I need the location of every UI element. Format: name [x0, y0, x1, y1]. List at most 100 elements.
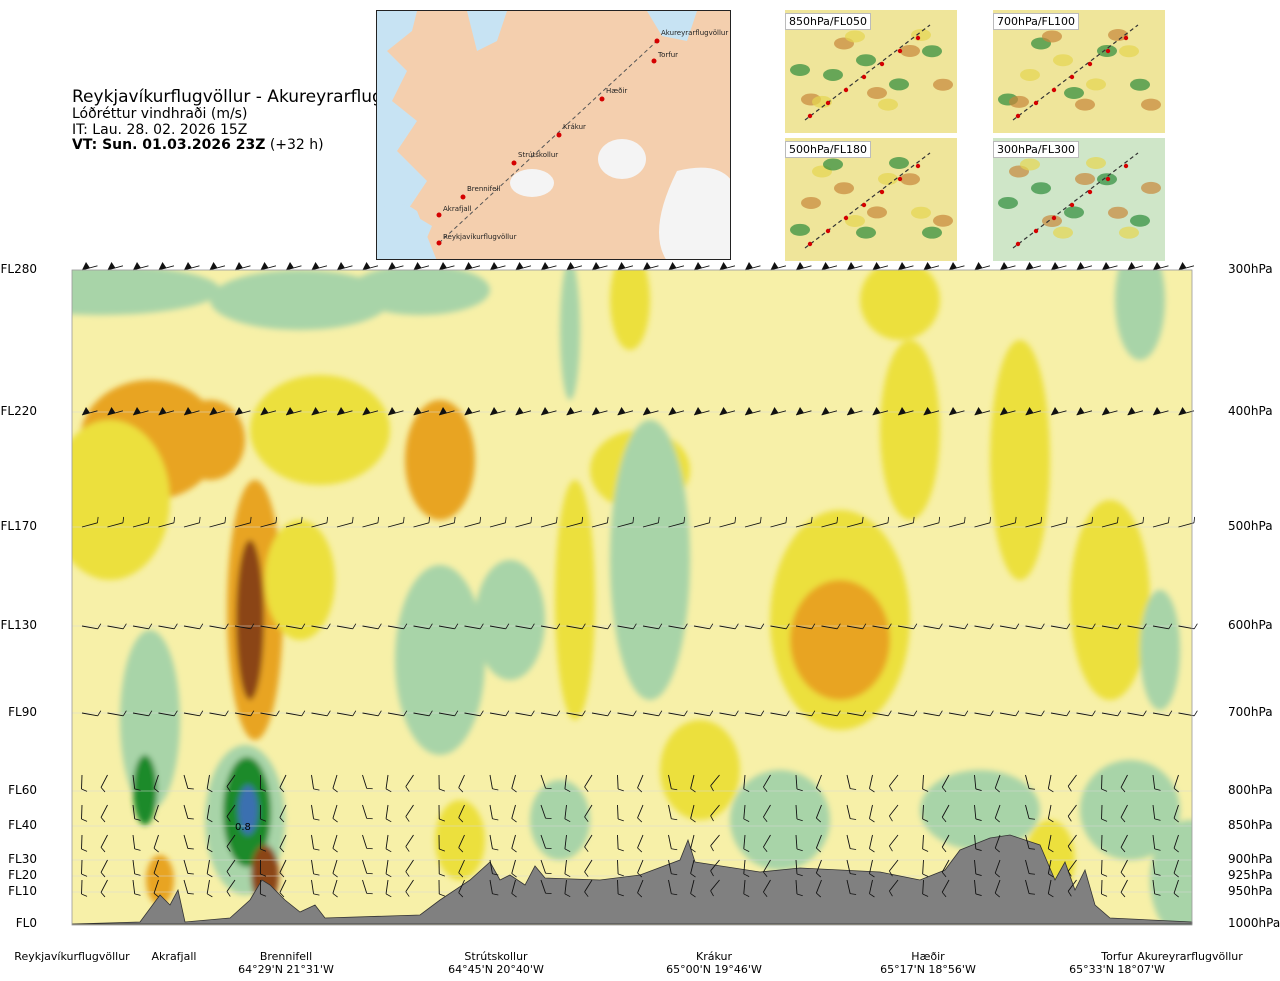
wind-barb — [693, 407, 710, 416]
wind-barb — [362, 623, 382, 630]
wind-barb — [642, 262, 659, 271]
wind-barb — [974, 407, 991, 416]
wind-barb — [637, 879, 644, 898]
wind-barb — [405, 879, 414, 897]
wind-barb — [815, 834, 822, 853]
wind-barb — [206, 859, 213, 878]
pressure-level-label: 850hPa — [1228, 818, 1273, 832]
wind-barb — [206, 804, 213, 823]
wind-barb — [617, 859, 624, 877]
wind-barb — [846, 774, 857, 790]
wind-barb — [336, 407, 353, 416]
location-coord: 65°33'N 18°07'W — [1069, 963, 1165, 977]
wind-barb — [948, 516, 966, 528]
wind-barb — [1025, 834, 1036, 850]
wind-barb — [763, 859, 771, 878]
wind-barb — [591, 516, 609, 528]
wind-barb — [821, 623, 841, 630]
wind-barb — [489, 804, 499, 821]
wind-barb — [183, 804, 194, 820]
thumbnail-850hpa[interactable]: 850hPa/FL050 — [785, 10, 957, 133]
wind-barb — [1025, 262, 1042, 271]
wind-barb — [693, 262, 710, 271]
wind-barb — [566, 262, 583, 271]
location-label: Akrafjall — [152, 950, 197, 963]
wind-barb — [889, 804, 899, 822]
wind-barb — [889, 879, 899, 897]
valid-time-line: VT: Sun. 01.03.2026 23Z (+32 h) — [72, 138, 431, 154]
wind-barb — [872, 407, 889, 416]
wind-barb — [1152, 834, 1161, 851]
thumbnail-500hpa[interactable]: 500hPa/FL180 — [785, 138, 957, 261]
wind-barb — [617, 262, 634, 271]
pressure-level-label: 1000hPa — [1228, 916, 1280, 930]
flight-level-label: FL280 — [0, 262, 38, 276]
wind-barb — [1047, 834, 1054, 853]
map-station-label: Torfur — [657, 51, 678, 59]
thumbnail-700hpa[interactable]: 700hPa/FL100 — [993, 10, 1165, 133]
wind-barb — [362, 516, 380, 528]
wind-barb — [1050, 623, 1071, 630]
wind-barb — [994, 879, 1001, 898]
wind-barb — [668, 879, 678, 896]
wind-barb — [690, 879, 696, 898]
wind-barb — [668, 774, 678, 791]
wind-barb — [100, 859, 108, 878]
thumbnail-label: 300hPa/FL300 — [993, 141, 1080, 158]
map-stations: Akureyrarflugvöllur Torfur Hæðir Krákur Strú… — [436, 29, 728, 246]
wind-barb — [1047, 859, 1054, 878]
wind-barb — [226, 774, 236, 792]
wind-barb — [259, 804, 267, 822]
wind-barb — [405, 834, 414, 852]
wind-barb — [719, 262, 736, 271]
location-name: Hæðir — [911, 950, 945, 963]
wind-barb — [668, 710, 688, 717]
wind-barb — [132, 407, 149, 416]
wind-barb — [693, 516, 711, 528]
vertical-velocity-contour — [1080, 760, 1180, 860]
wind-barb — [438, 516, 456, 528]
wind-barb — [100, 879, 108, 898]
wind-barb — [511, 879, 517, 898]
wind-barb — [107, 623, 127, 630]
wind-barb — [744, 710, 765, 717]
wind-barb — [1120, 879, 1128, 898]
vertical-velocity-contour — [860, 270, 940, 340]
wind-barb — [332, 804, 338, 823]
wind-barb — [234, 516, 252, 528]
wind-barb — [637, 774, 644, 793]
wind-barb — [846, 407, 863, 416]
wind-barb — [81, 407, 98, 416]
wind-barb — [795, 516, 813, 528]
wind-barb — [260, 623, 280, 630]
thumbnail-map — [785, 10, 957, 133]
wind-barb — [81, 710, 102, 717]
wind-barb — [100, 774, 108, 793]
wind-barb — [209, 407, 226, 416]
map-station-marker — [436, 212, 442, 218]
route-title: Reykjavíkurflugvöllur - Akureyrarflugvöl… — [72, 87, 431, 107]
wind-barb — [1025, 804, 1036, 820]
wind-barb — [285, 262, 302, 271]
wind-barb — [974, 859, 982, 876]
thumbnail-300hpa[interactable]: 300hPa/FL300 — [993, 138, 1165, 261]
wind-barb — [206, 774, 213, 793]
wind-barb — [226, 879, 236, 897]
wind-barb — [869, 879, 875, 898]
wind-barb — [226, 834, 236, 852]
wind-barb — [540, 407, 557, 416]
wind-barb — [387, 407, 404, 416]
wind-barb — [153, 879, 159, 898]
terrain-profile — [71, 834, 1193, 925]
vertical-velocity-contour — [72, 420, 170, 580]
wind-barb — [1101, 834, 1108, 852]
flight-level-label: FL60 — [8, 783, 37, 797]
wind-barb — [464, 262, 481, 271]
wind-barb — [458, 774, 465, 793]
wind-barb — [668, 623, 688, 630]
wind-barb — [795, 879, 803, 897]
wind-barb — [744, 407, 761, 416]
location-label: Krákur 65°00'N 19°46'W — [666, 950, 762, 976]
thumbnail-label: 700hPa/FL100 — [993, 13, 1080, 30]
wind-barb — [795, 804, 803, 822]
